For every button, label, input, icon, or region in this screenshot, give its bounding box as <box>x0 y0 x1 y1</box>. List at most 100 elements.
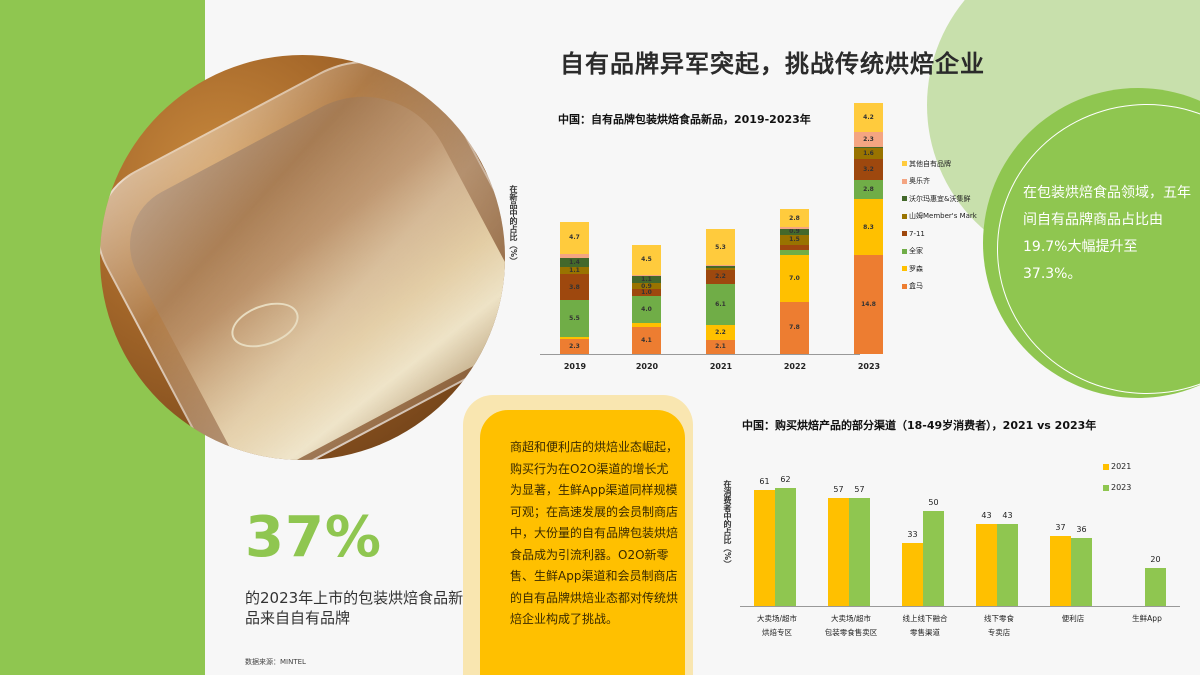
legend-swatch <box>902 266 907 272</box>
bar-segment: 4.1 <box>632 326 661 354</box>
x-tick-label: 线上线下融合 零售渠道 <box>902 614 948 637</box>
bar-2023 <box>1145 568 1166 606</box>
bar-value: 57 <box>854 484 865 494</box>
bar-2023 <box>997 524 1018 606</box>
bar-segment: 2.1 <box>706 339 735 354</box>
x-tick-label: 2022 <box>783 362 807 371</box>
bar-2023 <box>1071 537 1092 606</box>
data-source: 数据来源：MINTEL <box>245 658 306 666</box>
x-axis <box>740 606 1180 607</box>
legend-label: 其他自有品牌 <box>909 159 951 168</box>
bar-group: 20 <box>1110 470 1184 606</box>
bar-segment: 4.0 <box>632 295 661 323</box>
legend-label: 2023 <box>1111 483 1132 492</box>
x-tick-label: 2020 <box>635 362 659 371</box>
bar-value: 57 <box>833 484 844 494</box>
bar-segment: 1.0 <box>632 289 661 296</box>
bar-group: 43 43 <box>962 470 1036 606</box>
insight-card <box>480 410 685 675</box>
bar-segment: 2.3 <box>560 338 589 354</box>
bar-group: 61 62 <box>740 470 814 606</box>
bar-segment: 0.6 <box>560 253 589 258</box>
bar-segment: 4.7 <box>560 222 589 254</box>
legend-swatch <box>902 231 907 237</box>
bar-segment: 0.3 <box>706 266 735 269</box>
bar-group: 37 36 <box>1036 470 1110 606</box>
bar-2021 <box>828 497 849 606</box>
highlight-description: 的2023年上市的包装烘焙食品新品来自自有品牌 <box>245 589 464 627</box>
legend-label: 罗森 <box>909 264 923 273</box>
bar-segment: 3.8 <box>560 274 589 300</box>
legend-item: 沃尔玛惠宜&沃集鲜 <box>902 190 977 208</box>
bar-group: 33 50 <box>888 470 962 606</box>
legend-item: 全家 <box>902 243 977 261</box>
bar-segment: 0.2 <box>706 268 735 270</box>
bar-segment: 1.1 <box>560 266 589 275</box>
bar-segment: 2.2 <box>706 269 735 285</box>
bar-2023 <box>923 511 944 606</box>
plastic-bag <box>100 55 505 460</box>
bar-segment: 6.1 <box>706 284 735 326</box>
bar-value: 37 <box>1055 522 1066 532</box>
bar-segment: 7.0 <box>780 254 809 302</box>
legend-swatch <box>902 178 907 184</box>
bar-segment: 0.9 <box>780 228 809 235</box>
legend-item: 盒马 <box>902 278 977 296</box>
bar-segment: 0.3 <box>560 336 589 339</box>
bar-segment: 0.9 <box>632 283 661 290</box>
legend-swatch <box>902 161 907 167</box>
x-tick-label: 便利店 <box>1061 614 1085 623</box>
bar-segment: 1.6 <box>854 148 883 160</box>
legend-item: 罗森 <box>902 260 977 278</box>
bar-2023 <box>775 488 796 606</box>
chart2-legend: 2021 2023 <box>1103 456 1131 498</box>
bar-segment: 0.8 <box>780 249 809 255</box>
x-axis <box>540 354 860 355</box>
bar-segment: 2.3 <box>854 131 883 147</box>
bar-segment: 5.3 <box>706 229 735 265</box>
bar-segment: 1.5 <box>780 234 809 245</box>
x-tick-label: 大卖场/超市 烘焙专区 <box>756 614 798 637</box>
legend-item: 其他自有品牌 <box>902 155 977 173</box>
chart2-ylabel: 在消费者中的占比（%） <box>723 480 732 569</box>
legend-item: 奥乐齐 <box>902 173 977 191</box>
stacked-bar-2022: 7.87.00.80.71.50.90.22.8 <box>780 208 809 354</box>
x-tick-label: 大卖场/超市 包装零食售卖区 <box>824 614 878 637</box>
chart1-ylabel: 在新品中的占比（%） <box>509 185 518 266</box>
x-tick-label: 生鲜App <box>1132 614 1162 623</box>
x-tick-label: 线下零食 专卖店 <box>984 614 1014 637</box>
legend-label: 全家 <box>909 247 923 256</box>
bar-segment: 0.1 <box>632 275 661 276</box>
chart2-title: 中国：购买烘焙产品的部分渠道（18-49岁消费者），2021 vs 2023年 <box>742 419 1097 432</box>
bar-2021 <box>1050 535 1071 606</box>
stacked-bar-2023: 14.88.32.83.21.60.22.34.2 <box>854 103 883 354</box>
bar-segment: 0.6 <box>632 322 661 327</box>
bar-segment: 2.8 <box>780 208 809 228</box>
bar-segment: 7.8 <box>780 301 809 354</box>
bar-segment: 2.2 <box>706 325 735 340</box>
insight-card-text: 商超和便利店的烘焙业态崛起，购买行为在O2O渠道的增长尤为显著，生鲜App渠道同… <box>510 440 679 626</box>
bar-value: 50 <box>928 498 939 507</box>
bar-value: 20 <box>1150 555 1161 564</box>
legend-swatch <box>902 213 907 219</box>
stacked-bar-2019: 2.30.35.53.81.11.40.64.7 <box>560 222 589 354</box>
bar-value: 36 <box>1076 524 1087 534</box>
bread-photo <box>100 55 505 460</box>
bar-2023 <box>849 497 870 606</box>
legend-item: 山姆Member's Mark <box>902 208 977 226</box>
chart1-title: 中国：自有品牌包装烘焙食品新品，2019-2023年 <box>558 113 811 126</box>
legend-item: 7-11 <box>902 225 977 243</box>
bar-segment: 0.2 <box>854 147 883 149</box>
circle-note: 在包装烘焙食品领域，五年间自有品牌商品占比由19.7%大幅提升至37.3%。 <box>1023 185 1191 282</box>
legend-swatch <box>902 196 907 202</box>
legend-swatch <box>1103 484 1109 491</box>
legend-label: 山姆Member's Mark <box>909 212 977 221</box>
legend-label: 2021 <box>1111 462 1132 471</box>
bar-segment: 1.4 <box>560 257 589 267</box>
stacked-bar-2020: 4.10.64.01.00.91.10.14.5 <box>632 244 661 354</box>
bar-2021 <box>902 543 923 606</box>
legend-item: 2023 <box>1103 477 1131 498</box>
bar-segment: 2.8 <box>854 180 883 200</box>
legend-label: 7-11 <box>909 229 925 238</box>
legend-label: 奥乐齐 <box>909 177 930 186</box>
